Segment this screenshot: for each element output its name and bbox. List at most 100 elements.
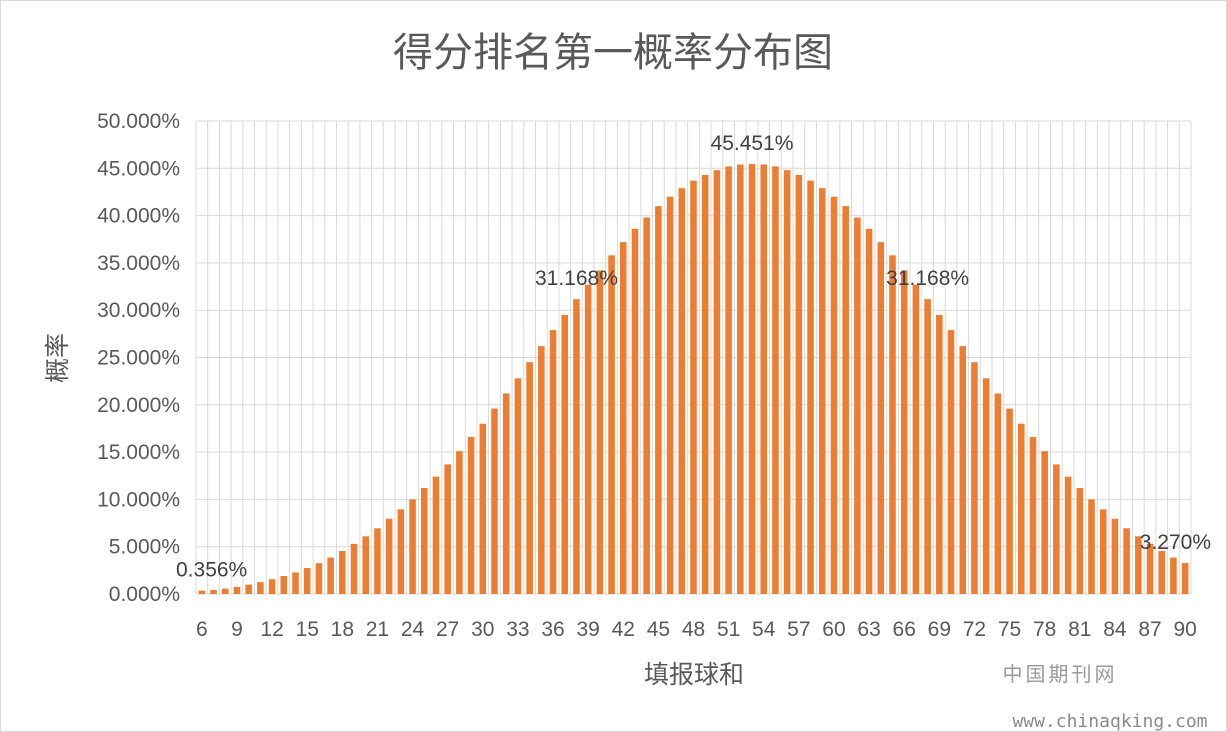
watermark-url: www.chinaqking.com bbox=[1012, 711, 1207, 732]
y-tick-label: 0.000% bbox=[109, 583, 180, 606]
bar bbox=[655, 206, 662, 594]
x-tick-label: 87 bbox=[1138, 618, 1161, 641]
bar bbox=[643, 217, 650, 594]
bar bbox=[292, 572, 299, 594]
y-axis-ticks: 0.000% 5.000% 10.000% 15.000% 20.000% 25.000%… bbox=[97, 110, 180, 606]
bar bbox=[854, 217, 861, 594]
x-tick-label: 24 bbox=[401, 618, 425, 641]
data-label: 31.168% bbox=[535, 267, 618, 290]
x-tick-label: 51 bbox=[717, 618, 740, 641]
x-tick-label: 30 bbox=[471, 618, 494, 641]
bar bbox=[807, 180, 814, 594]
x-tick-label: 66 bbox=[893, 618, 916, 641]
bar bbox=[596, 270, 604, 594]
x-tick-label: 45 bbox=[647, 618, 670, 641]
bar bbox=[385, 518, 393, 594]
x-tick-label: 69 bbox=[928, 618, 951, 641]
data-label: 3.270% bbox=[1140, 531, 1211, 554]
bar bbox=[1017, 423, 1025, 594]
bar bbox=[514, 378, 522, 594]
y-tick-label: 50.000% bbox=[97, 110, 180, 133]
bar bbox=[1170, 557, 1177, 594]
data-label: 31.168% bbox=[886, 267, 969, 290]
bar bbox=[1135, 536, 1142, 594]
bar bbox=[280, 576, 288, 594]
bar bbox=[1123, 528, 1130, 594]
x-tick-label: 42 bbox=[612, 618, 635, 641]
bar bbox=[713, 170, 721, 594]
bar bbox=[526, 362, 533, 594]
bar bbox=[315, 563, 323, 594]
bar bbox=[339, 550, 346, 594]
bar bbox=[327, 557, 334, 594]
bar bbox=[994, 393, 1002, 594]
bar bbox=[1088, 499, 1095, 594]
bar bbox=[538, 346, 545, 594]
bar bbox=[303, 567, 311, 594]
bar bbox=[210, 589, 217, 594]
y-tick-label: 45.000% bbox=[97, 157, 180, 180]
bar bbox=[795, 174, 803, 594]
bar bbox=[362, 536, 370, 594]
bar bbox=[608, 255, 615, 594]
x-tick-label: 63 bbox=[857, 618, 880, 641]
x-tick-label: 57 bbox=[787, 618, 810, 641]
x-tick-label: 78 bbox=[1033, 618, 1056, 641]
gridlines bbox=[195, 120, 1192, 595]
bar bbox=[971, 362, 978, 594]
watermark-site-name: 中国期刊网 bbox=[1003, 662, 1118, 686]
y-tick-label: 10.000% bbox=[97, 488, 180, 511]
bar bbox=[982, 378, 990, 594]
bar bbox=[268, 579, 276, 594]
bar bbox=[842, 206, 849, 594]
bar bbox=[748, 164, 756, 594]
bar bbox=[479, 423, 487, 594]
bar bbox=[409, 499, 416, 594]
bar bbox=[467, 436, 475, 594]
bar bbox=[1076, 488, 1084, 594]
bar bbox=[491, 408, 498, 594]
data-labels: 0.356% 31.168% 45.451% 31.168% 3.270% bbox=[176, 132, 1211, 582]
y-tick-label: 25.000% bbox=[97, 347, 180, 370]
bar bbox=[221, 588, 229, 594]
bar bbox=[690, 180, 697, 594]
y-tick-label: 20.000% bbox=[97, 394, 180, 417]
bar bbox=[374, 528, 381, 594]
x-tick-label: 84 bbox=[1103, 618, 1127, 641]
bar bbox=[889, 255, 896, 594]
x-tick-label: 72 bbox=[963, 618, 986, 641]
bar bbox=[397, 509, 405, 594]
bar bbox=[1111, 518, 1119, 594]
bar bbox=[772, 166, 779, 594]
x-axis-title: 填报球和 bbox=[644, 660, 744, 689]
bar bbox=[561, 314, 569, 594]
x-tick-label: 36 bbox=[541, 618, 564, 641]
x-tick-label: 9 bbox=[231, 618, 243, 641]
bar bbox=[631, 228, 639, 594]
bar bbox=[760, 164, 768, 595]
bar bbox=[1029, 436, 1037, 594]
x-tick-label: 75 bbox=[998, 618, 1021, 641]
bar bbox=[818, 188, 826, 594]
bar bbox=[350, 543, 358, 594]
y-tick-label: 5.000% bbox=[109, 536, 180, 559]
bar bbox=[502, 393, 510, 594]
bar bbox=[936, 314, 943, 594]
bar bbox=[1181, 563, 1189, 594]
y-tick-label: 15.000% bbox=[97, 441, 180, 464]
bar bbox=[233, 586, 241, 594]
bar bbox=[877, 242, 885, 594]
bar bbox=[1146, 543, 1154, 594]
x-tick-label: 15 bbox=[296, 618, 319, 641]
bar bbox=[1053, 464, 1060, 594]
bar bbox=[198, 590, 206, 594]
bar bbox=[573, 299, 580, 594]
bar bbox=[432, 476, 440, 594]
bar bbox=[1064, 476, 1072, 594]
bar bbox=[830, 196, 838, 594]
bar bbox=[444, 464, 451, 594]
bar bbox=[959, 346, 967, 594]
bar bbox=[865, 228, 873, 594]
bar bbox=[678, 188, 686, 594]
